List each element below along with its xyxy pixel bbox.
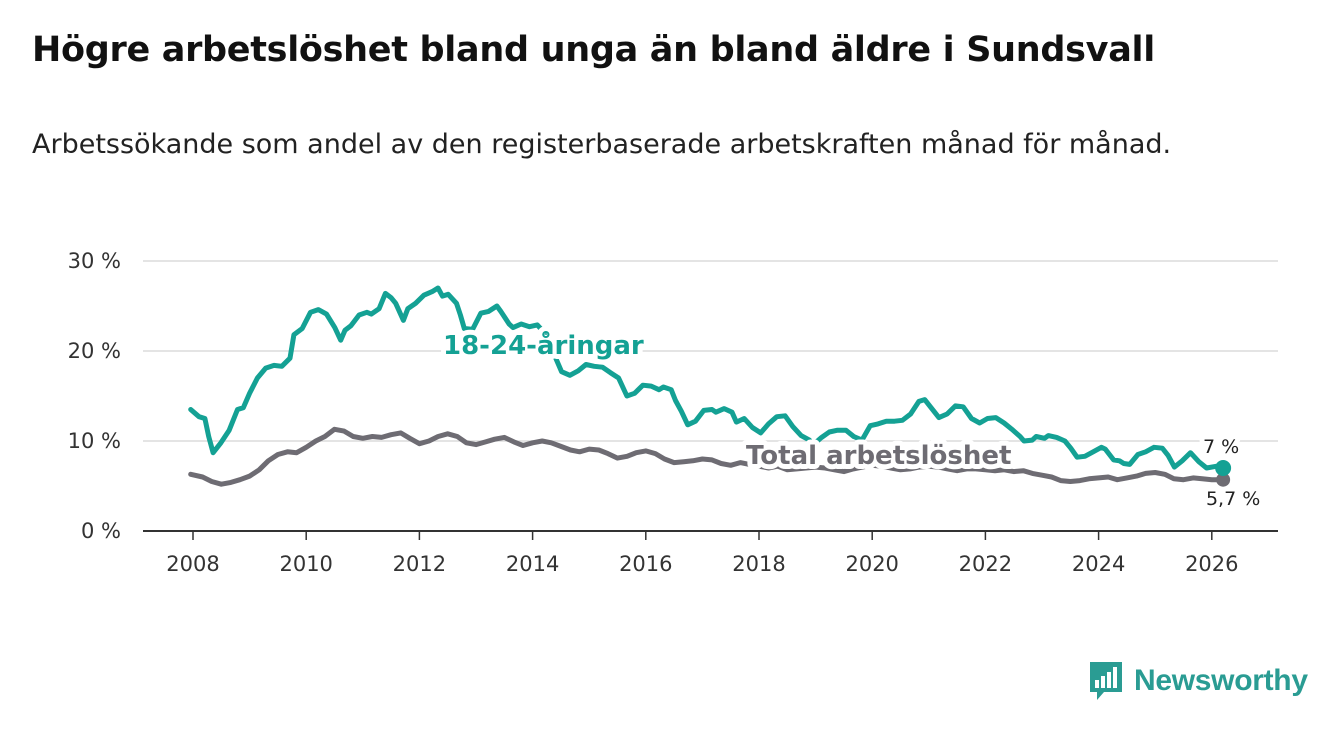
- end-label-youth-halo: 7 %: [1203, 436, 1239, 458]
- x-tick-label: 2024: [1072, 552, 1125, 576]
- axes: 0 % 10 % 20 % 30 % 2008 2010 2012 2014 2016 2018 2…: [68, 249, 1278, 576]
- y-tick-label: 30 %: [68, 249, 121, 273]
- end-marker-youth: [1215, 460, 1232, 476]
- series-line-youth: [188, 285, 1226, 471]
- x-tick-label: 2014: [506, 552, 559, 576]
- gridlines: [143, 260, 1278, 442]
- x-tick-label: 2022: [959, 552, 1012, 576]
- series-label-youth-halo: 18-24-åringar: [443, 329, 644, 361]
- series-label-youth: 18-24-åringar: [443, 329, 644, 361]
- x-tick-label: 2008: [166, 552, 219, 576]
- series-label-total: Total arbetslöshet: [746, 441, 1011, 471]
- y-tick-label: 0 %: [81, 519, 121, 543]
- end-label-total: 5,7 %: [1206, 488, 1260, 510]
- brand-name: Newsworthy: [1134, 664, 1308, 697]
- series-label-total-halo: Total arbetslöshet: [746, 441, 1011, 471]
- x-tick-label: 2020: [845, 552, 898, 576]
- end-marker-total: [1216, 472, 1231, 487]
- series-line-total: [188, 426, 1226, 487]
- end-label-total-halo: 5,7 %: [1206, 488, 1260, 510]
- x-tick-label: 2018: [732, 552, 785, 576]
- chart-subtitle: Arbetssökande som andel av den registerb…: [32, 129, 1172, 160]
- chart-title: Högre arbetslöshet bland unga än bland ä…: [32, 30, 1155, 70]
- x-tick-label: 2012: [393, 552, 446, 576]
- series-lines: [188, 285, 1232, 487]
- y-tick-label: 10 %: [68, 429, 121, 453]
- end-label-youth: 7 %: [1203, 436, 1239, 458]
- x-tick-label: 2016: [619, 552, 672, 576]
- x-tick-label: 2026: [1185, 552, 1238, 576]
- newsworthy-brand: Newsworthy: [1088, 660, 1308, 702]
- y-tick-label: 20 %: [68, 339, 121, 363]
- bar-chart-logo-icon: [1090, 662, 1122, 700]
- x-tick-label: 2010: [279, 552, 332, 576]
